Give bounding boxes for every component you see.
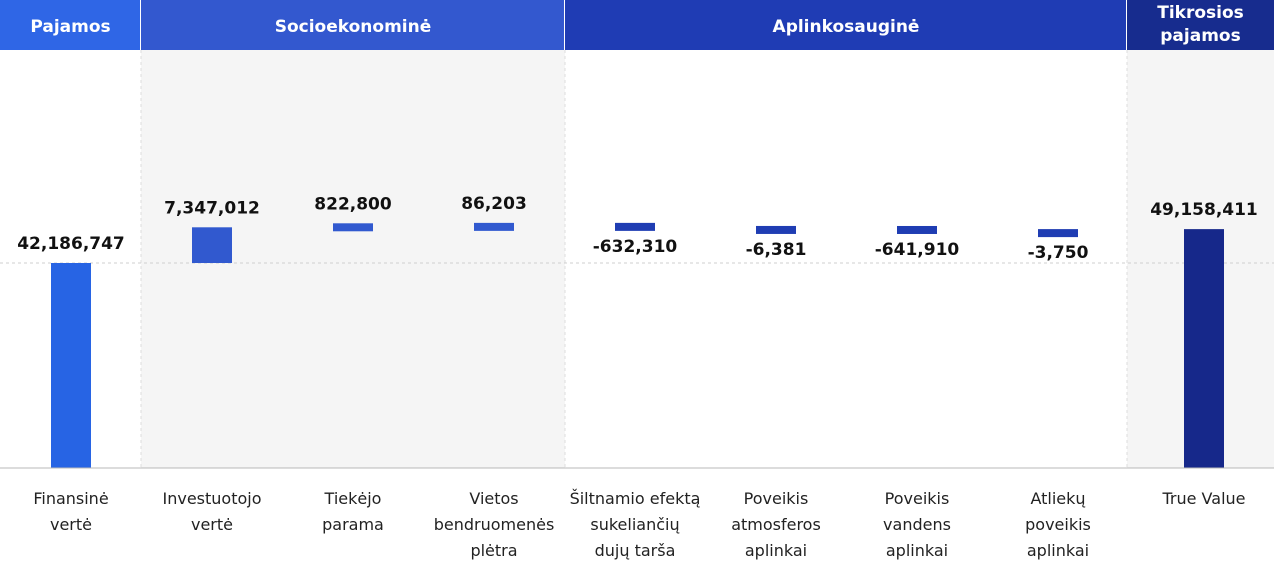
bar: [615, 222, 655, 231]
category-label: plėtra: [470, 541, 517, 560]
data-label: 7,347,012: [164, 198, 260, 218]
category-label: Finansinė: [33, 489, 108, 508]
category-label: vertė: [191, 515, 233, 534]
data-label: -641,910: [875, 240, 960, 260]
section-header-label: Pajamos: [30, 17, 110, 37]
category-label: Šiltnamio efektą: [570, 489, 701, 508]
bar: [474, 222, 514, 231]
section-header-0: [0, 0, 140, 50]
category-label: Poveikis: [885, 489, 950, 508]
section-header-label: Socioekonominė: [275, 17, 432, 37]
category-label: atmosferos: [731, 515, 821, 534]
category-label: vandens: [883, 515, 951, 534]
bar: [192, 227, 232, 263]
category-label: Vietos: [469, 489, 518, 508]
data-label: -632,310: [593, 237, 678, 257]
category-label: poveikis: [1025, 515, 1091, 534]
category-label: Tiekėjo: [324, 489, 382, 508]
bar: [1184, 229, 1224, 468]
section-header-label: pajamos: [1160, 26, 1240, 46]
data-label: -6,381: [746, 240, 807, 260]
bar: [51, 263, 91, 468]
category-label: vertė: [50, 515, 92, 534]
data-label: 86,203: [461, 194, 527, 214]
bar: [897, 225, 937, 234]
category-label: dujų tarša: [595, 541, 676, 560]
category-label: parama: [322, 515, 384, 534]
bar: [333, 223, 373, 232]
section-header-2: [565, 0, 1126, 50]
section-header-label: Tikrosios: [1157, 3, 1244, 23]
section-header-1: [141, 0, 564, 50]
data-label: 42,186,747: [17, 234, 125, 254]
category-label: Atliekų: [1030, 489, 1085, 508]
category-label: aplinkai: [1027, 541, 1089, 560]
category-label: Investuotojo: [162, 489, 261, 508]
category-label: True Value: [1161, 489, 1245, 508]
section-header-3: [1127, 0, 1274, 50]
data-label: -3,750: [1028, 243, 1089, 263]
data-label: 822,800: [314, 194, 392, 214]
category-label: sukeliančių: [590, 515, 679, 534]
section-header-label: Aplinkosauginė: [773, 17, 920, 37]
category-label: aplinkai: [886, 541, 948, 560]
category-label: Poveikis: [744, 489, 809, 508]
category-label: bendruomenės: [434, 515, 555, 534]
bar: [1038, 229, 1078, 238]
bar: [756, 225, 796, 234]
data-label: 49,158,411: [1150, 200, 1258, 220]
category-label: aplinkai: [745, 541, 807, 560]
